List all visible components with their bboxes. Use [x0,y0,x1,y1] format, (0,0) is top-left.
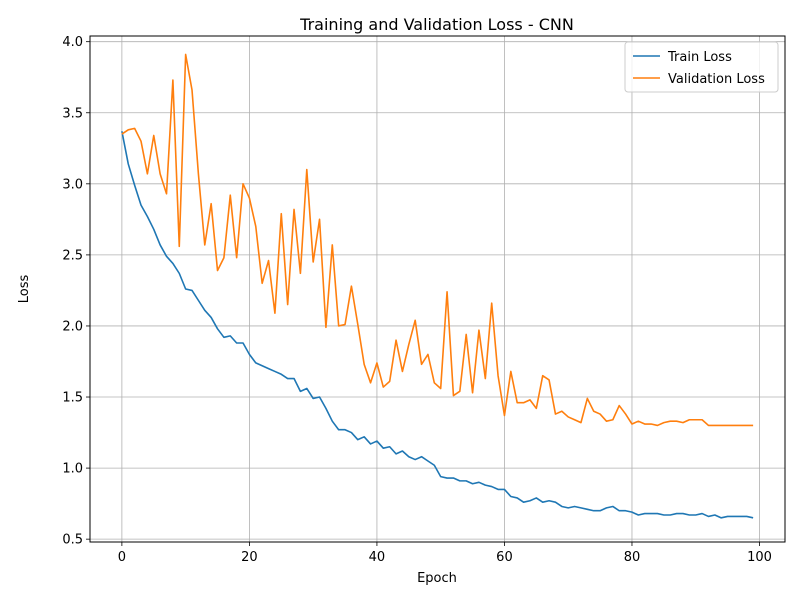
y-tick-label: 1.0 [62,462,83,477]
y-tick-label: 4.0 [62,35,83,50]
chart-title: Training and Validation Loss - CNN [299,15,574,34]
series-line-train-loss [121,131,754,519]
x-axis-label: Epoch [417,571,457,586]
y-axis-label: Loss [17,275,32,304]
series-line-validation-loss [121,53,754,427]
plot-frame [89,35,786,543]
x-tick-label: 60 [496,550,513,565]
legend-label-train-loss: Train Loss [667,50,732,65]
y-tick-label: 2.0 [62,319,83,334]
series-layer [121,53,754,519]
legend: Train Loss Validation Loss [624,41,779,93]
y-tick-label: 0.5 [62,533,83,548]
x-tick-label: 20 [241,550,258,565]
x-tick-label: 0 [118,550,126,565]
y-tick-label: 3.5 [62,106,83,121]
x-tick-label: 100 [747,550,772,565]
y-tick-label: 1.5 [62,391,83,406]
legend-box [624,41,779,93]
x-tick-label: 80 [624,550,641,565]
y-tick-label: 3.0 [62,177,83,192]
y-tick-label: 2.5 [62,248,83,263]
ticks: 0 20 40 60 80 100 0.5 1.0 1.5 2.0 2.5 3.0 3.5 4.0 [62,35,772,565]
grid [90,36,785,542]
x-tick-label: 40 [369,550,386,565]
legend-label-validation-loss: Validation Loss [668,72,765,87]
